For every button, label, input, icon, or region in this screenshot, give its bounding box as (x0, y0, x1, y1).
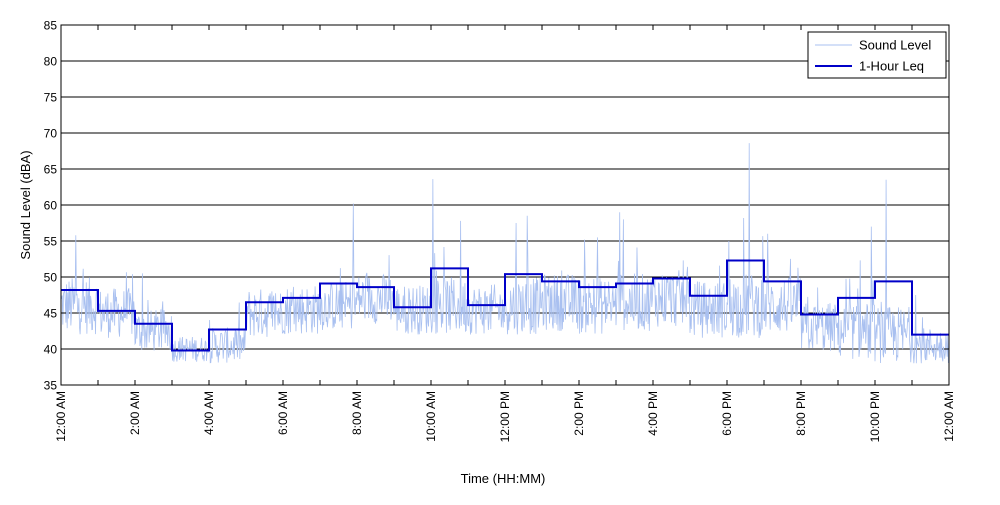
x-tick-label: 2:00 PM (572, 391, 586, 436)
x-tick-label: 10:00 PM (868, 391, 882, 442)
series-layer (60, 143, 950, 364)
y-tick-label: 40 (44, 343, 58, 357)
y-tick-label: 45 (44, 307, 58, 321)
x-tick-label: 6:00 AM (276, 391, 290, 435)
y-tick-label: 35 (44, 379, 58, 393)
y-tick-label: 60 (44, 199, 58, 213)
y-tick-label: 80 (44, 55, 58, 69)
y-tick-label: 55 (44, 235, 58, 249)
x-tick-label: 10:00 AM (424, 391, 438, 442)
y-tick-label: 65 (44, 163, 58, 177)
x-tick-label: 4:00 AM (202, 391, 216, 435)
leq-step-line (61, 259, 949, 352)
x-tick-label: 6:00 PM (720, 391, 734, 436)
legend-sound-level-label: Sound Level (859, 38, 931, 53)
y-tick-label: 70 (44, 127, 58, 141)
y-tick-label: 50 (44, 271, 58, 285)
y-tick-label: 75 (44, 91, 58, 105)
x-tick-label: 4:00 PM (646, 391, 660, 436)
ticks-layer: 35 40 45 50 55 60 65 70 75 80 85 12:00 AM 2:00 AM 4:0… (44, 19, 956, 443)
x-tick-label: 12:00 AM (54, 391, 68, 442)
legend-leq-label: 1-Hour Leq (859, 59, 924, 74)
legend: Sound Level 1-Hour Leq (807, 31, 947, 79)
x-tick-label: 2:00 AM (128, 391, 142, 435)
legend-box (807, 31, 947, 79)
x-axis-label: Time (HH:MM) (461, 471, 546, 486)
x-tick-label: 12:00 PM (498, 391, 512, 442)
x-tick-label: 8:00 PM (794, 391, 808, 436)
y-axis-label: Sound Level (dBA) (18, 150, 33, 259)
y-tick-label: 85 (44, 19, 58, 33)
x-tick-label: 8:00 AM (350, 391, 364, 435)
x-tick-label: 12:00 AM (942, 391, 956, 442)
